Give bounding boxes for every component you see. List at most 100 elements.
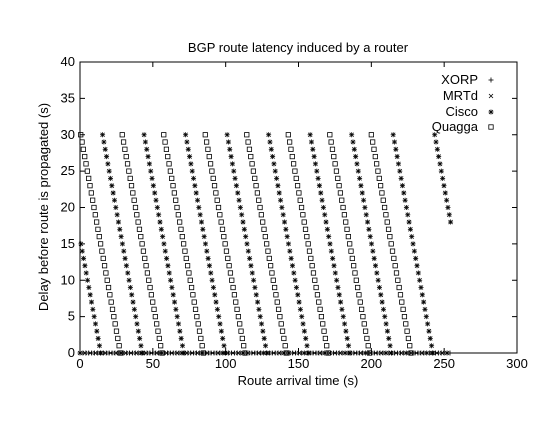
quagga-point bbox=[138, 233, 144, 240]
quagga-point bbox=[287, 139, 293, 145]
quagga-point bbox=[246, 146, 253, 152]
quagga-point bbox=[113, 328, 120, 334]
cisco-point bbox=[102, 146, 108, 152]
mrtd-point bbox=[159, 350, 164, 356]
mrtd-point bbox=[276, 350, 282, 356]
quagga-point bbox=[206, 153, 212, 160]
cisco-point bbox=[399, 183, 405, 189]
quagga-point bbox=[174, 204, 180, 211]
cisco-point bbox=[232, 175, 238, 181]
cisco-point bbox=[87, 292, 93, 298]
cisco-point bbox=[260, 328, 266, 334]
quagga-point bbox=[404, 328, 410, 334]
cisco-point bbox=[247, 255, 253, 261]
quagga-point bbox=[310, 270, 317, 276]
quagga-point bbox=[381, 204, 388, 211]
quagga-point bbox=[368, 132, 374, 138]
quagga-point bbox=[120, 139, 127, 145]
quagga-point bbox=[87, 183, 93, 189]
cisco-point bbox=[411, 248, 417, 254]
cisco-point bbox=[312, 161, 318, 167]
cisco-point bbox=[407, 226, 413, 232]
quagga-point bbox=[294, 183, 301, 189]
quagga-point bbox=[154, 321, 160, 327]
quagga-point bbox=[242, 350, 248, 356]
quagga-point bbox=[378, 183, 384, 189]
legend-label: MRTd bbox=[443, 88, 478, 103]
cisco-point bbox=[446, 212, 452, 218]
quagga-point bbox=[340, 204, 346, 211]
y-tick-label: 5 bbox=[68, 309, 75, 324]
quagga-point bbox=[371, 146, 377, 152]
quagga-point bbox=[262, 233, 268, 240]
quagga-point bbox=[111, 314, 117, 320]
cisco-point bbox=[315, 175, 321, 181]
cisco-point bbox=[145, 154, 151, 160]
cisco-point bbox=[354, 161, 360, 167]
quagga-point bbox=[144, 270, 151, 276]
quagga-point bbox=[265, 248, 271, 254]
quagga-point bbox=[347, 241, 353, 247]
cisco-point bbox=[121, 248, 127, 254]
quagga-point bbox=[362, 328, 369, 334]
quagga-point bbox=[91, 204, 97, 211]
cisco-point bbox=[158, 226, 164, 232]
quagga-point bbox=[359, 306, 365, 312]
mrtd-point bbox=[444, 350, 450, 356]
y-tick-label: 15 bbox=[61, 236, 75, 251]
mrtd-point bbox=[302, 350, 307, 356]
quagga-point bbox=[275, 306, 282, 312]
cisco-point bbox=[100, 132, 106, 138]
quagga-point bbox=[233, 299, 239, 305]
quagga-point bbox=[142, 255, 148, 262]
quagga-point bbox=[151, 306, 157, 312]
cisco-point bbox=[284, 234, 290, 240]
cisco-point bbox=[328, 248, 334, 254]
quagga-point bbox=[166, 161, 172, 167]
cisco-point bbox=[248, 263, 254, 269]
mrtd-point bbox=[103, 350, 108, 356]
quagga-point bbox=[375, 168, 381, 174]
mrtd-point bbox=[434, 350, 440, 356]
quagga-point bbox=[231, 292, 238, 298]
quagga-point bbox=[223, 248, 230, 254]
quagga-point bbox=[349, 255, 355, 262]
quagga-point bbox=[183, 255, 189, 262]
cisco-point bbox=[305, 350, 311, 356]
mrtd-point bbox=[378, 350, 384, 356]
mrtd-point bbox=[149, 350, 154, 356]
quagga-point bbox=[364, 335, 370, 342]
cisco-point bbox=[427, 335, 433, 341]
quagga-point bbox=[143, 263, 149, 269]
mrtd-point bbox=[419, 350, 424, 356]
quagga-point bbox=[88, 190, 94, 196]
cisco-point bbox=[274, 175, 280, 181]
cisco-point bbox=[137, 335, 143, 341]
quagga-point bbox=[152, 314, 158, 320]
mrtd-point bbox=[398, 350, 404, 356]
cisco-point bbox=[366, 226, 372, 232]
quagga-point bbox=[194, 314, 200, 320]
quagga-point bbox=[244, 132, 250, 138]
mrtd-point bbox=[256, 350, 261, 356]
quagga-point bbox=[380, 197, 386, 203]
quagga-point bbox=[147, 284, 153, 291]
quagga-point bbox=[219, 226, 226, 232]
legend-marker bbox=[488, 77, 494, 83]
cisco-point bbox=[94, 328, 100, 334]
quagga-point bbox=[190, 292, 196, 298]
cisco-point bbox=[296, 299, 302, 305]
quagga-point bbox=[405, 335, 412, 342]
y-tick-label: 0 bbox=[68, 345, 75, 360]
quagga-point bbox=[337, 190, 344, 196]
quagga-point bbox=[107, 292, 113, 298]
cisco-point bbox=[310, 146, 316, 152]
quagga-point bbox=[271, 284, 278, 291]
quagga-point bbox=[171, 190, 177, 196]
quagga-point bbox=[403, 321, 409, 327]
quagga-point bbox=[136, 226, 143, 232]
cisco-point bbox=[201, 234, 207, 240]
cisco-point bbox=[197, 212, 203, 218]
quagga-point bbox=[165, 153, 171, 160]
